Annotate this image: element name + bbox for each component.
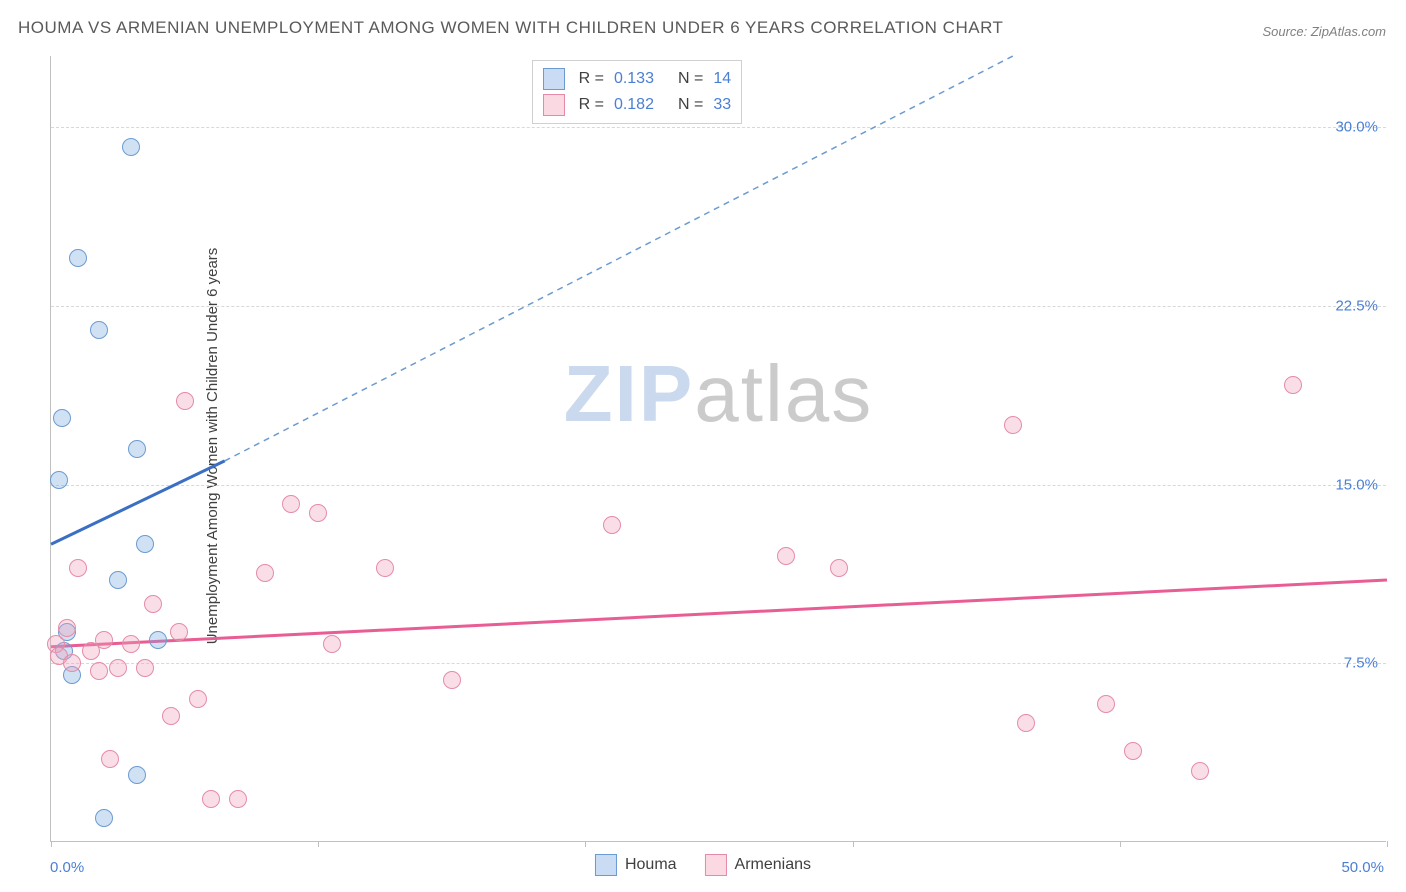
scatter-point: [144, 595, 162, 613]
x-axis-min-label: 0.0%: [50, 859, 84, 876]
scatter-point: [122, 635, 140, 653]
scatter-point: [1097, 695, 1115, 713]
scatter-point: [603, 516, 621, 534]
bottom-legend-item: Armenians: [705, 854, 811, 876]
scatter-point: [256, 564, 274, 582]
legend-label: Houma: [625, 856, 677, 874]
chart-title: HOUMA VS ARMENIAN UNEMPLOYMENT AMONG WOM…: [18, 18, 1003, 38]
scatter-point: [229, 790, 247, 808]
scatter-point: [128, 440, 146, 458]
x-tick: [853, 841, 854, 847]
source-label: Source: ZipAtlas.com: [1262, 24, 1386, 39]
x-tick: [318, 841, 319, 847]
n-label: N =: [678, 70, 703, 88]
n-value: 14: [713, 70, 731, 88]
legend-stats-row: R = 0.133 N = 14: [543, 66, 732, 92]
r-value: 0.182: [614, 96, 654, 114]
scatter-point: [282, 495, 300, 513]
n-label: N =: [678, 96, 703, 114]
regression-line-solid: [51, 580, 1387, 647]
scatter-point: [109, 571, 127, 589]
r-label: R =: [579, 70, 604, 88]
scatter-point: [1004, 416, 1022, 434]
scatter-point: [202, 790, 220, 808]
scatter-point: [95, 631, 113, 649]
scatter-point: [136, 659, 154, 677]
scatter-point: [50, 471, 68, 489]
r-label: R =: [579, 96, 604, 114]
scatter-point: [109, 659, 127, 677]
scatter-point: [162, 707, 180, 725]
scatter-point: [63, 654, 81, 672]
scatter-point: [95, 809, 113, 827]
legend-stats-box: R = 0.133 N = 14 R = 0.182 N = 33: [532, 60, 743, 124]
legend-stats-row: R = 0.182 N = 33: [543, 92, 732, 118]
bottom-legend-item: Houma: [595, 854, 677, 876]
scatter-point: [1017, 714, 1035, 732]
scatter-point: [376, 559, 394, 577]
regression-lines-svg: [51, 56, 1386, 841]
x-tick: [1120, 841, 1121, 847]
scatter-point: [1191, 762, 1209, 780]
scatter-point: [90, 662, 108, 680]
legend-label: Armenians: [735, 856, 811, 874]
legend-swatch: [595, 854, 617, 876]
legend-swatch: [543, 94, 565, 116]
x-tick: [1387, 841, 1388, 847]
chart-container: HOUMA VS ARMENIAN UNEMPLOYMENT AMONG WOM…: [0, 0, 1406, 892]
r-value: 0.133: [614, 70, 654, 88]
legend-swatch: [705, 854, 727, 876]
scatter-point: [69, 559, 87, 577]
bottom-legend: Houma Armenians: [595, 854, 811, 876]
scatter-point: [443, 671, 461, 689]
x-tick: [51, 841, 52, 847]
scatter-point: [136, 535, 154, 553]
scatter-point: [90, 321, 108, 339]
regression-line-solid: [51, 461, 225, 544]
scatter-point: [53, 409, 71, 427]
n-value: 33: [713, 96, 731, 114]
plot-area: ZIPatlas 7.5%15.0%22.5%30.0% R =0.133N =…: [50, 56, 1386, 842]
x-tick: [585, 841, 586, 847]
scatter-point: [101, 750, 119, 768]
scatter-point: [122, 138, 140, 156]
x-axis-max-label: 50.0%: [1341, 859, 1384, 876]
scatter-point: [1124, 742, 1142, 760]
scatter-point: [58, 619, 76, 637]
scatter-point: [176, 392, 194, 410]
scatter-point: [189, 690, 207, 708]
scatter-point: [69, 249, 87, 267]
scatter-point: [1284, 376, 1302, 394]
scatter-point: [323, 635, 341, 653]
scatter-point: [309, 504, 327, 522]
scatter-point: [777, 547, 795, 565]
scatter-point: [170, 623, 188, 641]
scatter-point: [128, 766, 146, 784]
scatter-point: [149, 631, 167, 649]
legend-swatch: [543, 68, 565, 90]
scatter-point: [830, 559, 848, 577]
